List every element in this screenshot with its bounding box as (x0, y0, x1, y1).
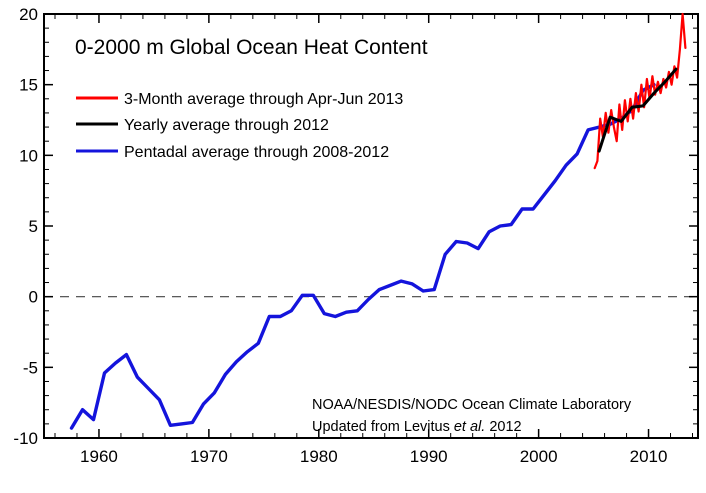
y-tick-label: 20 (19, 5, 38, 24)
credit-line-2-italic: et al. (454, 419, 485, 435)
x-tick-label: 1960 (80, 447, 118, 466)
x-tick-label: 1990 (410, 447, 448, 466)
chart-title: 0-2000 m Global Ocean Heat Content (75, 36, 428, 59)
axis-ticks: 20 15 10 5 0 -5 -10 1960 1970 1980 1990 2000 2010 (13, 5, 698, 466)
credit-line-2-suffix: 2012 (485, 419, 521, 435)
legend-label-pentadal: Pentadal average through 2008-2012 (124, 144, 389, 161)
series-layer (69, 12, 687, 430)
series-line-pentadal (69, 82, 656, 430)
y-tick-label: 5 (29, 217, 38, 236)
y-tick-label: -5 (23, 358, 38, 377)
y-tick-label: -10 (13, 429, 38, 448)
x-tick-label: 2000 (520, 447, 558, 466)
legend-label-yearly: Yearly average through 2012 (124, 117, 329, 134)
y-tick-label: 15 (19, 76, 38, 95)
x-tick-label: 1980 (300, 447, 338, 466)
legend: 3-Month average through Apr-Jun 2013 Yea… (76, 91, 403, 161)
y-tick-label: 0 (29, 288, 38, 307)
credit-line-2: Updated from Levitus et al. 2012 (312, 419, 522, 435)
series-line-yearly (597, 67, 678, 153)
credit-line-1: NOAA/NESDIS/NODC Ocean Climate Laborator… (312, 397, 632, 413)
x-tick-label: 1970 (190, 447, 228, 466)
legend-label-3-month: 3-Month average through Apr-Jun 2013 (124, 91, 403, 108)
credit-line-2-prefix: Updated from Levitus (312, 419, 454, 435)
x-tick-label: 2010 (630, 447, 668, 466)
y-tick-label: 10 (19, 146, 38, 165)
plot-frame (43, 13, 699, 439)
